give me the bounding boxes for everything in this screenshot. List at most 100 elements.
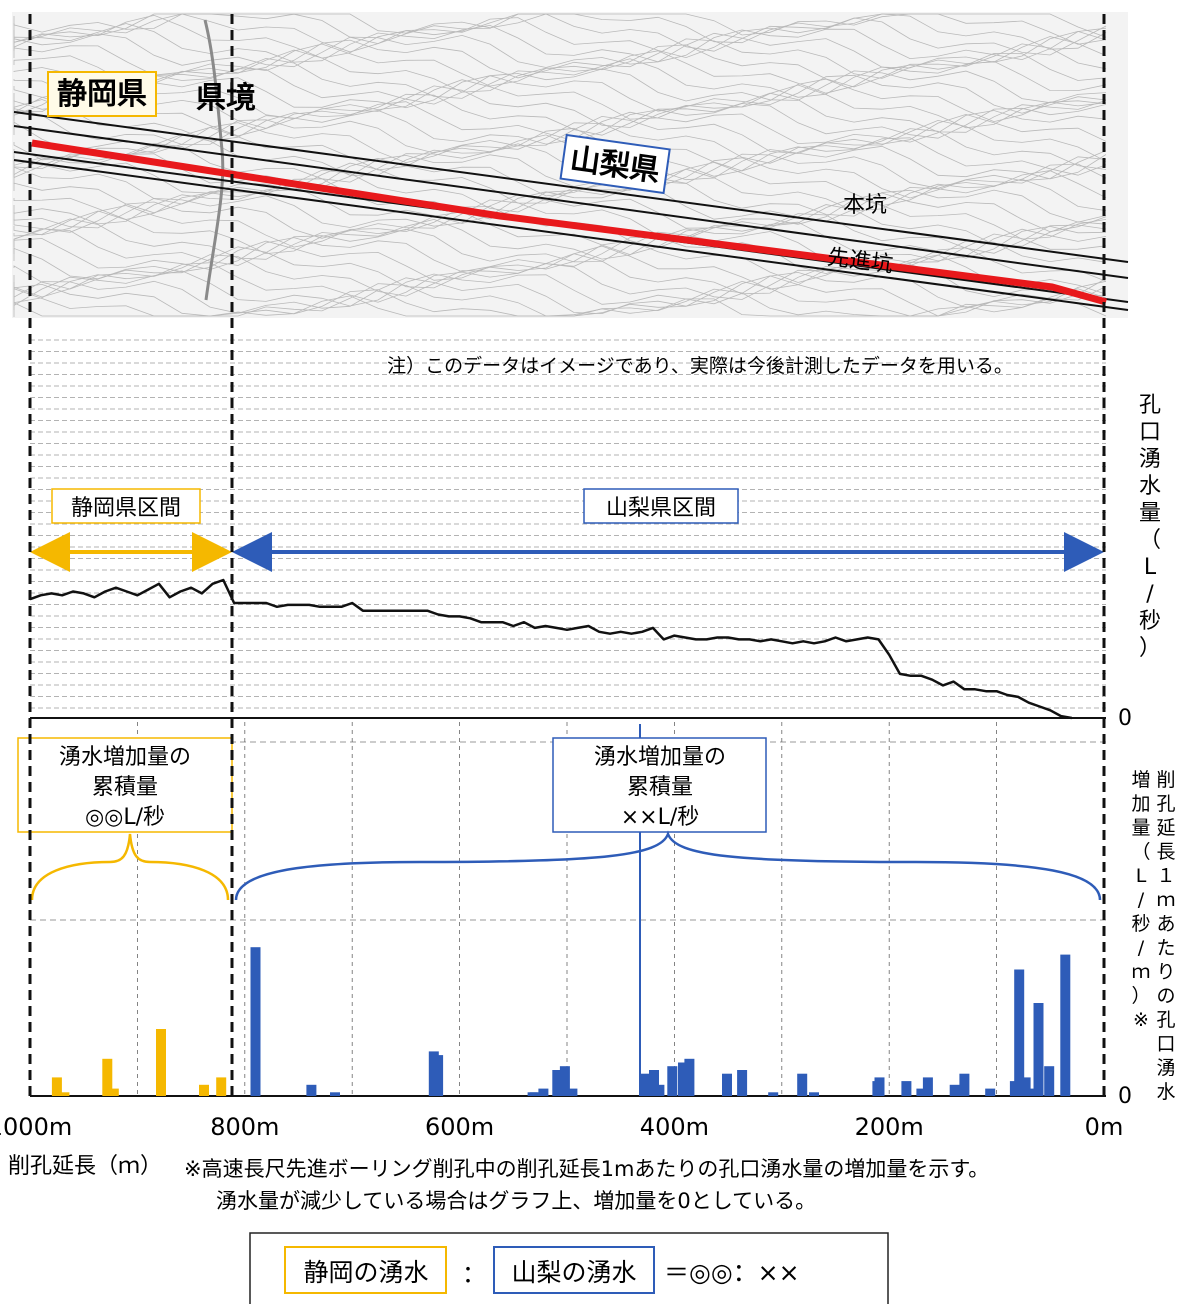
yamanashi-bar xyxy=(538,1088,549,1096)
shizuoka-bar xyxy=(51,1077,62,1096)
increment-ylabel-char: あ xyxy=(1156,913,1175,935)
increment-ylabel-char: １ xyxy=(1156,865,1175,887)
x-tick-label: 200m xyxy=(855,1113,924,1141)
yamanashi-summary-line3: ××L/秒 xyxy=(621,805,700,830)
yamanashi-bar xyxy=(684,1058,695,1096)
shizuoka-bar xyxy=(199,1084,209,1096)
contour-line xyxy=(13,57,1107,102)
inflow-chart-ylabel: 孔口湧水量（ L/秒） xyxy=(1139,393,1161,661)
yamanashi-bar xyxy=(797,1073,808,1096)
yamanashi-summary-box xyxy=(552,737,767,833)
map-contour-lines xyxy=(13,13,1107,317)
yamanashi-bar xyxy=(559,1066,570,1096)
ratio-legend: 静岡の湧水 ： 山梨の湧水 ＝◎◎：×× xyxy=(249,1232,889,1304)
contour-line xyxy=(13,204,1107,249)
yamanashi-summary-line1: 湧水増加量の xyxy=(594,745,726,770)
tunnel-lines xyxy=(13,111,1129,311)
yamanashi-map-label-group: 山梨県 xyxy=(559,133,671,195)
shizuoka-map-label: 静岡県 xyxy=(57,77,147,112)
contour-line xyxy=(13,126,1107,172)
yamanashi-section-label: 山梨県区間 xyxy=(606,496,716,521)
increment-ylabel-char: ｍ xyxy=(1156,889,1175,911)
yamanashi-bar xyxy=(654,1084,665,1096)
x-axis-label: 削孔延長（ｍ） xyxy=(8,1154,162,1179)
increment-ylabel-char: 増 xyxy=(1131,769,1150,791)
increment-ylabel-char: 湧 xyxy=(1156,1057,1175,1079)
increment-ylabel-char: の xyxy=(1156,985,1175,1007)
contour-line xyxy=(13,275,1107,317)
contour-line xyxy=(13,228,1107,266)
contour-line xyxy=(13,210,1107,256)
yamanashi-bar xyxy=(667,1066,678,1096)
yamanashi-bar xyxy=(1044,1066,1055,1096)
shizuoka-summary-box xyxy=(17,737,233,833)
increment-ylabel-char: 秒 xyxy=(1131,913,1150,935)
yamanashi-bar xyxy=(922,1077,933,1096)
yamanashi-bar xyxy=(949,1084,960,1096)
yamanashi-section-box xyxy=(583,488,739,524)
contour-line xyxy=(13,74,1107,114)
yamanashi-bar xyxy=(768,1092,779,1096)
inflow-ylabel-char: 量 xyxy=(1139,501,1161,526)
inflow-chart: 0 孔口湧水量（ L/秒） 注）このデータはイメージであり、実際は今後計測したデー… xyxy=(29,339,1161,731)
pilot-tunnel-line-2 xyxy=(13,159,1129,311)
increment-chart-zero-tick: 0 xyxy=(1118,1084,1132,1109)
contour-line xyxy=(13,14,1107,59)
shizuoka-section-label: 静岡県区間 xyxy=(71,496,181,521)
increment-ylabel-char: 孔 xyxy=(1156,1009,1175,1031)
increment-ylabel-char: / xyxy=(1138,937,1145,959)
yamanashi-bar xyxy=(1020,1077,1031,1096)
yamanashi-brace xyxy=(234,830,1102,901)
shizuoka-section-box xyxy=(51,488,201,524)
x-tick-label: 0m xyxy=(1085,1113,1124,1141)
inflow-ylabel-char: 口 xyxy=(1139,420,1161,445)
increment-chart-grid xyxy=(30,722,1106,1096)
yamanashi-bar xyxy=(874,1077,885,1096)
increment-ylabel-char: 削 xyxy=(1156,769,1175,791)
yamanashi-bar xyxy=(1014,969,1025,1096)
yamanashi-bar xyxy=(567,1088,578,1096)
shizuoka-bar xyxy=(108,1088,119,1096)
increment-bars xyxy=(51,724,1071,1096)
shizuoka-summary-line1: 湧水増加量の xyxy=(59,745,191,770)
increment-ylabel-char: 口 xyxy=(1156,1033,1175,1055)
yamanashi-bar xyxy=(649,1070,659,1096)
legend-shizuoka-box xyxy=(284,1246,447,1294)
yamanashi-bar xyxy=(529,1092,540,1096)
increment-ylabel-char: ｍ xyxy=(1131,961,1150,983)
shizuoka-bar xyxy=(59,1092,70,1096)
contour-line xyxy=(13,177,1107,220)
shizuoka-summary-line2: 累積量 xyxy=(92,775,158,800)
contour-line xyxy=(13,13,1107,53)
contour-line xyxy=(13,295,1107,317)
yamanashi-bar xyxy=(737,1070,748,1096)
yamanashi-bar xyxy=(678,1062,688,1096)
inflow-ylabel-char: 孔 xyxy=(1139,393,1161,418)
increment-ylabel-char: 長 xyxy=(1156,841,1175,863)
increment-ylabel-char: 水 xyxy=(1156,1081,1175,1103)
contour-line xyxy=(13,108,1107,145)
contour-line xyxy=(13,133,1107,179)
contour-line xyxy=(13,240,1107,283)
inflow-ylabel-char: 秒 xyxy=(1139,609,1161,634)
contour-line xyxy=(13,142,1107,183)
increment-ylabel-char: ※ xyxy=(1133,1009,1149,1031)
main-tunnel-label: 本坑 xyxy=(843,193,887,218)
yamanashi-bar xyxy=(433,1055,444,1096)
shizuoka-map-label-box xyxy=(47,71,157,117)
increment-ylabel-char: た xyxy=(1156,937,1175,959)
contour-line xyxy=(13,192,1107,233)
contour-line xyxy=(13,84,1107,129)
inflow-series-line xyxy=(29,578,1073,720)
contour-line xyxy=(13,270,1107,308)
yamanashi-bar xyxy=(901,1081,912,1096)
shizuoka-brace xyxy=(30,833,230,901)
increment-ylabel-char: 延 xyxy=(1156,817,1175,839)
contour-line xyxy=(13,36,1107,79)
increment-ylabel-char: （ xyxy=(1131,841,1150,863)
contour-line xyxy=(13,218,1107,260)
